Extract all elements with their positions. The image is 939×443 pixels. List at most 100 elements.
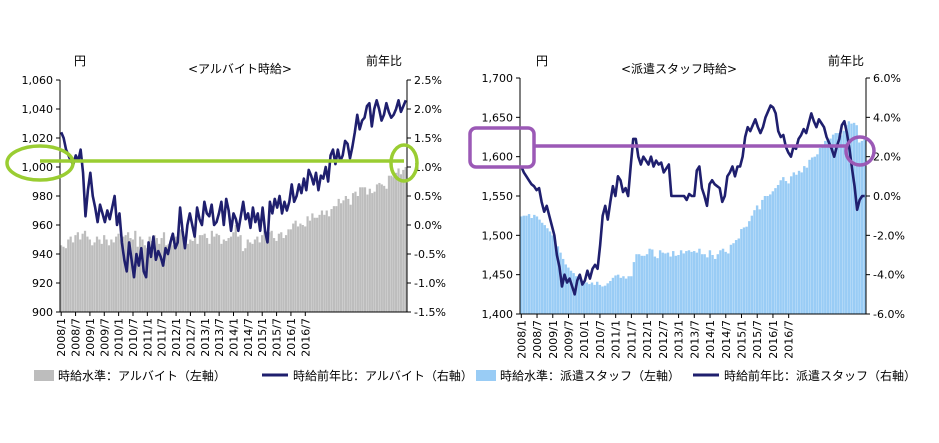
bar bbox=[380, 184, 383, 312]
x-tick-label: 2009/7 bbox=[98, 318, 111, 357]
bar bbox=[79, 239, 82, 312]
bar bbox=[669, 256, 672, 314]
chart-arbeit: 1,060 1,040 1,020 1,000 980 960 940 920 900 2.5% 2… bbox=[5, 53, 473, 383]
bar bbox=[325, 210, 328, 312]
bar bbox=[256, 236, 259, 312]
right-tick-label: -6.0% bbox=[873, 308, 905, 321]
x-tick-label: 2011/7 bbox=[156, 318, 169, 357]
bar bbox=[60, 245, 63, 312]
bar bbox=[700, 254, 704, 314]
bar bbox=[110, 239, 113, 312]
x-tick-label: 2013/1 bbox=[199, 318, 212, 357]
bar bbox=[847, 121, 851, 315]
bar bbox=[520, 216, 523, 314]
bar bbox=[258, 242, 261, 312]
left-tick-label: 1,400 bbox=[482, 308, 514, 321]
bar bbox=[619, 277, 623, 314]
bar bbox=[263, 230, 266, 312]
bar bbox=[194, 236, 197, 312]
left-tick-label: 1,500 bbox=[482, 229, 514, 242]
bar bbox=[740, 229, 743, 314]
bar bbox=[100, 243, 103, 312]
bar bbox=[824, 140, 827, 314]
bar bbox=[708, 250, 712, 314]
bar bbox=[776, 184, 780, 314]
bar bbox=[160, 238, 163, 312]
bar bbox=[323, 214, 326, 312]
bar bbox=[155, 238, 158, 312]
bar bbox=[546, 228, 549, 314]
bar bbox=[349, 204, 352, 312]
bar bbox=[616, 274, 620, 314]
bar bbox=[141, 239, 144, 312]
bar bbox=[146, 248, 149, 312]
bar bbox=[677, 255, 680, 314]
right-tick-label: 1.5% bbox=[414, 132, 442, 145]
bar bbox=[672, 251, 675, 314]
right-tick-label: 2.0% bbox=[873, 151, 901, 164]
bar bbox=[330, 209, 333, 312]
bar bbox=[234, 225, 237, 312]
bar bbox=[280, 232, 283, 312]
bar bbox=[148, 236, 151, 312]
right-tick-label: 2.0% bbox=[414, 103, 442, 116]
bar bbox=[658, 250, 662, 314]
bar bbox=[640, 255, 643, 314]
bar bbox=[575, 276, 578, 314]
bar bbox=[272, 238, 276, 312]
x-tick-label: 2016/7 bbox=[299, 318, 312, 357]
bar bbox=[784, 181, 788, 314]
bar bbox=[88, 239, 91, 312]
bar bbox=[711, 255, 714, 314]
x-tick-label: 2011/1 bbox=[610, 320, 623, 359]
bar bbox=[769, 194, 772, 314]
x-tick-label: 2012/1 bbox=[170, 318, 183, 357]
bar bbox=[311, 213, 314, 312]
bar bbox=[750, 215, 754, 314]
right-tick-label: 0.5% bbox=[414, 190, 442, 203]
bar bbox=[332, 206, 336, 312]
bar bbox=[296, 226, 300, 312]
bar bbox=[543, 225, 546, 314]
right-tick-label: 2.5% bbox=[414, 74, 442, 87]
bar bbox=[167, 243, 170, 312]
bar bbox=[81, 233, 84, 312]
bar bbox=[569, 270, 573, 314]
bar bbox=[858, 142, 861, 314]
x-tick-label: 2009/1 bbox=[84, 318, 97, 357]
bar-series bbox=[520, 121, 866, 315]
bar bbox=[601, 286, 604, 314]
bar bbox=[860, 140, 864, 314]
bar bbox=[265, 236, 269, 312]
x-tick-label: 2014/7 bbox=[720, 320, 733, 359]
bar-series bbox=[60, 167, 407, 312]
bar bbox=[551, 235, 554, 314]
bar bbox=[277, 233, 280, 312]
bar bbox=[239, 235, 242, 312]
bar bbox=[564, 264, 567, 314]
bar bbox=[119, 239, 123, 312]
bar bbox=[153, 235, 156, 312]
bar bbox=[721, 248, 725, 314]
bar bbox=[304, 226, 307, 312]
left-tick-label: 1,450 bbox=[482, 269, 514, 282]
x-tick-label: 2014/7 bbox=[242, 318, 255, 357]
x-tick-label: 2012/7 bbox=[184, 318, 197, 357]
right-tick-label: 0.0% bbox=[414, 219, 442, 232]
bar bbox=[115, 236, 118, 312]
x-tick-label: 2010/7 bbox=[594, 320, 607, 359]
bar bbox=[732, 243, 735, 314]
bar bbox=[803, 166, 806, 314]
bar bbox=[344, 196, 347, 312]
bar bbox=[373, 191, 376, 312]
x-tick-label: 2013/1 bbox=[673, 320, 686, 359]
right-tick-label: 1.0% bbox=[414, 161, 442, 174]
bar bbox=[294, 220, 297, 312]
bar bbox=[404, 167, 407, 312]
bar bbox=[122, 236, 125, 312]
bar bbox=[306, 216, 309, 312]
bar bbox=[789, 176, 793, 314]
left-unit-label: 円 bbox=[536, 54, 548, 68]
bar bbox=[855, 125, 858, 314]
